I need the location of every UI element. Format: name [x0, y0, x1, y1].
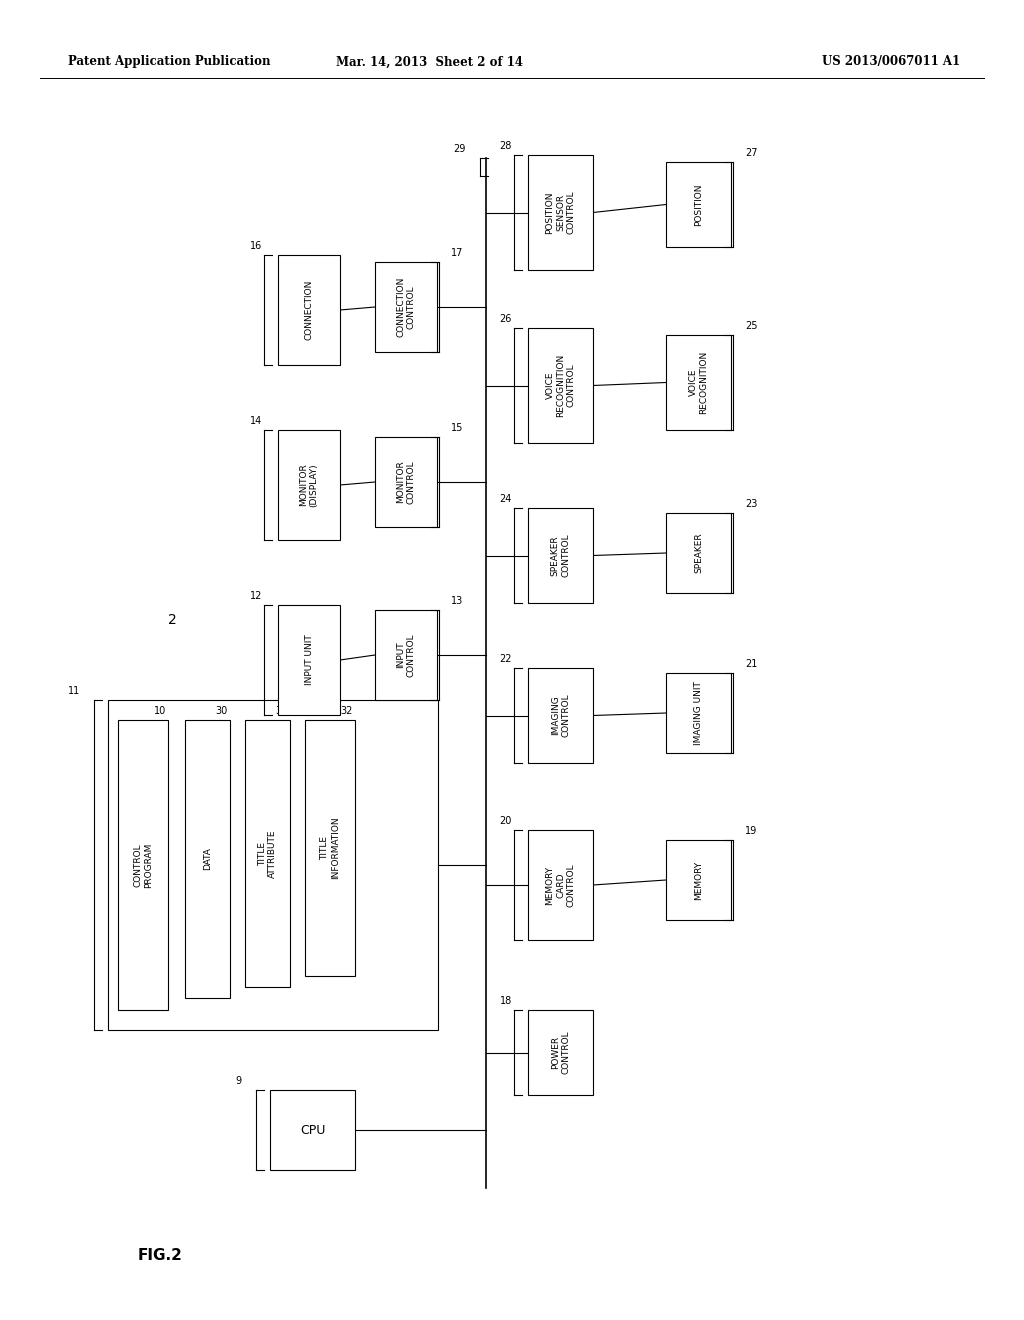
Text: Patent Application Publication: Patent Application Publication	[68, 55, 270, 69]
Text: DATA: DATA	[203, 847, 212, 870]
Text: 22: 22	[500, 653, 512, 664]
Text: CONNECTION: CONNECTION	[304, 280, 313, 341]
Text: INPUT
CONTROL: INPUT CONTROL	[396, 634, 416, 677]
Bar	[375, 610, 437, 700]
Text: 21: 21	[745, 659, 758, 669]
Bar	[528, 154, 593, 271]
Text: 16: 16	[250, 242, 262, 251]
Text: 2: 2	[168, 612, 176, 627]
Bar	[666, 162, 731, 247]
Bar	[375, 437, 437, 527]
Text: IMAGING UNIT: IMAGING UNIT	[694, 681, 703, 744]
Bar	[108, 700, 438, 1030]
Text: 14: 14	[250, 416, 262, 426]
Text: MEMORY: MEMORY	[694, 861, 703, 899]
Text: VOICE
RECOGNITION: VOICE RECOGNITION	[689, 351, 709, 414]
Text: POSITION
SENSOR
CONTROL: POSITION SENSOR CONTROL	[546, 190, 575, 235]
Bar	[185, 719, 230, 998]
Bar	[528, 668, 593, 763]
Bar	[118, 719, 168, 1010]
Text: 32: 32	[341, 706, 353, 715]
Bar	[528, 327, 593, 444]
Bar	[375, 261, 437, 352]
Bar	[245, 719, 290, 987]
Text: US 2013/0067011 A1: US 2013/0067011 A1	[822, 55, 961, 69]
Text: MONITOR
(DISPLAY): MONITOR (DISPLAY)	[299, 463, 318, 507]
Text: 23: 23	[745, 499, 758, 510]
Text: 31: 31	[275, 706, 288, 715]
Text: MEMORY
CARD
CONTROL: MEMORY CARD CONTROL	[546, 863, 575, 907]
Text: TITLE
ATTRIBUTE: TITLE ATTRIBUTE	[258, 829, 278, 878]
Text: 11: 11	[68, 686, 80, 696]
Text: INPUT UNIT: INPUT UNIT	[304, 635, 313, 685]
Text: 15: 15	[451, 422, 464, 433]
Text: 30: 30	[216, 706, 228, 715]
Bar	[528, 508, 593, 603]
Text: CPU: CPU	[300, 1123, 326, 1137]
Text: CONTROL
PROGRAM: CONTROL PROGRAM	[133, 842, 153, 887]
Text: 26: 26	[500, 314, 512, 323]
Bar	[278, 255, 340, 366]
Text: 27: 27	[745, 148, 758, 158]
Text: 20: 20	[500, 816, 512, 826]
Text: 18: 18	[500, 997, 512, 1006]
Text: 10: 10	[154, 706, 166, 715]
Bar	[270, 1090, 355, 1170]
Text: CONNECTION
CONTROL: CONNECTION CONTROL	[396, 277, 416, 337]
Text: POWER
CONTROL: POWER CONTROL	[551, 1031, 570, 1074]
Text: 24: 24	[500, 494, 512, 504]
Text: MONITOR
CONTROL: MONITOR CONTROL	[396, 461, 416, 504]
Text: IMAGING
CONTROL: IMAGING CONTROL	[551, 694, 570, 738]
Bar	[666, 840, 731, 920]
Bar	[666, 513, 731, 593]
Text: 13: 13	[451, 597, 463, 606]
Bar	[528, 830, 593, 940]
Text: 28: 28	[500, 141, 512, 150]
Text: 17: 17	[451, 248, 464, 257]
Text: SPEAKER: SPEAKER	[694, 533, 703, 573]
Text: Mar. 14, 2013  Sheet 2 of 14: Mar. 14, 2013 Sheet 2 of 14	[337, 55, 523, 69]
Text: POSITION: POSITION	[694, 183, 703, 226]
Bar	[666, 335, 731, 430]
Bar	[278, 605, 340, 715]
Text: TITLE
INFORMATION: TITLE INFORMATION	[321, 817, 340, 879]
Text: SPEAKER
CONTROL: SPEAKER CONTROL	[551, 533, 570, 577]
Text: 12: 12	[250, 591, 262, 601]
Bar	[305, 719, 355, 977]
Bar	[278, 430, 340, 540]
Bar	[666, 673, 731, 752]
Text: 29: 29	[454, 144, 466, 154]
Text: 25: 25	[745, 321, 758, 331]
Bar	[528, 1010, 593, 1096]
Text: FIG.2: FIG.2	[138, 1247, 183, 1262]
Text: VOICE
RECOGNITION
CONTROL: VOICE RECOGNITION CONTROL	[546, 354, 575, 417]
Text: 19: 19	[745, 826, 758, 836]
Text: 9: 9	[236, 1076, 242, 1086]
